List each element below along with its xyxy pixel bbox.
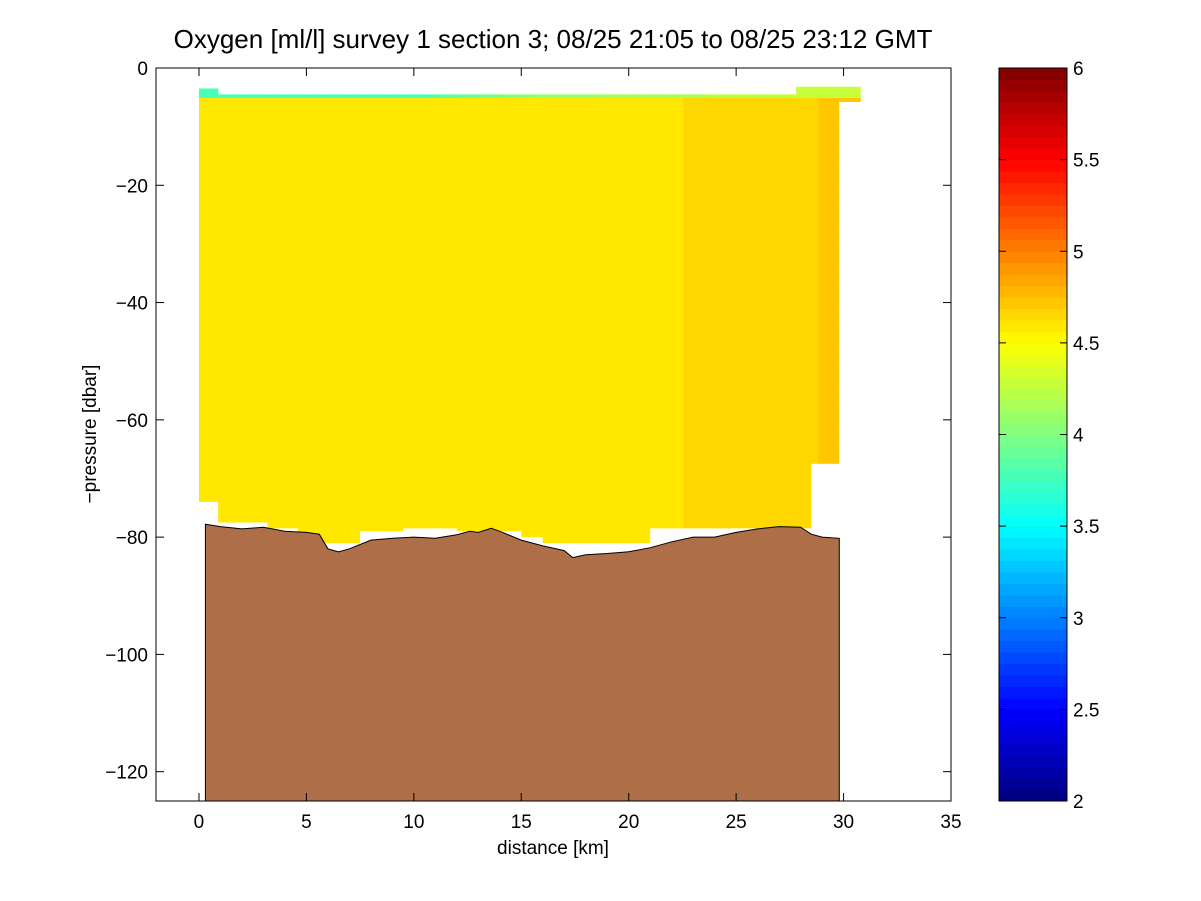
y-tick-label: 0 [137,59,148,80]
colorbar-band [999,193,1067,206]
colorbar-band [999,640,1067,653]
colorbar-band [999,743,1067,756]
colorbar-band [999,354,1067,367]
colorbar-tick-label: 5 [1073,242,1084,263]
colorbar-band [999,342,1067,355]
colorbar: 2 2.5 3 3.5 4 4.5 5 5.5 6 [998,59,1099,813]
colorbar-band [999,526,1067,539]
colorbar-band [999,514,1067,527]
colorbar-band [999,652,1067,665]
colorbar-band [999,68,1067,80]
colorbar-tick-label: 2.5 [1073,700,1099,721]
colorbar-band [999,274,1067,287]
colorbar-band [999,400,1067,413]
colorbar-band [999,606,1067,619]
colorbar-band [999,205,1067,218]
x-tick-label: 30 [833,812,854,833]
colorbar-band [999,480,1067,493]
colorbar-band [999,709,1067,722]
colorbar-band [999,686,1067,699]
colorbar-band [999,113,1067,126]
colorbar-band [999,171,1067,184]
x-tick-label: 35 [940,812,961,833]
colorbar-band [999,560,1067,573]
colorbar-band [999,663,1067,676]
colorbar-band [999,537,1067,550]
colorbar-band [999,629,1067,642]
colorbar-tick-label: 4 [1073,426,1084,447]
colorbar-band [999,182,1067,195]
colorbar-tick-label: 2 [1073,792,1084,813]
colorbar-band [999,549,1067,561]
colorbar-band [999,766,1067,779]
colorbar-band [999,617,1067,630]
y-tick-label: −60 [116,411,148,432]
x-tick-label: 25 [726,812,747,833]
x-axis: 0 5 10 15 20 25 30 35 [194,68,962,833]
colorbar-band [999,491,1067,504]
y-tick-label: −20 [116,176,148,197]
y-axis: 0 −20 −40 −60 −80 −100 −120 [105,59,951,784]
colorbar-band [999,136,1067,149]
colorbar-band [999,720,1067,733]
colorbar-band [999,755,1067,768]
colorbar-band [999,297,1067,310]
colorbar-tick-label: 3.5 [1073,517,1099,538]
y-tick-label: −40 [116,294,148,315]
colorbar-band [999,319,1067,332]
colorbar-band [999,90,1067,103]
colorbar-tick-label: 3 [1073,609,1084,630]
sea-floor [204,523,840,801]
x-axis-label: distance [km] [497,838,609,859]
x-tick-label: 15 [511,812,532,833]
colorbar-band [999,468,1067,481]
colorbar-band [999,159,1067,172]
colorbar-band [999,331,1067,344]
colorbar-band [999,583,1067,596]
colorbar-band [999,697,1067,710]
colorbar-band [999,377,1067,390]
colorbar-band [999,388,1067,401]
colorbar-band [999,434,1067,447]
colorbar-band [999,571,1067,584]
x-tick-label: 0 [194,812,205,833]
colorbar-band [999,423,1067,435]
colorbar-tick-label: 6 [1073,59,1084,80]
x-tick-label: 10 [403,812,424,833]
colorbar-band [999,251,1067,264]
colorbar-band [999,789,1067,802]
colorbar-band [999,365,1067,378]
colorbar-band [999,228,1067,241]
colorbar-band [999,148,1067,161]
colorbar-band [999,503,1067,516]
plot-frame [155,67,952,802]
y-tick-label: −80 [116,528,148,549]
colorbar-band [999,411,1067,424]
y-tick-label: −120 [105,763,148,784]
colorbar-band [999,445,1067,458]
colorbar-band [999,239,1067,252]
colorbar-band [999,216,1067,229]
colorbar-tick-label: 4.5 [1073,334,1099,355]
colorbar-band [999,457,1067,470]
colorbar-band [999,79,1067,92]
x-tick-label: 5 [301,812,312,833]
colorbar-band [999,594,1067,607]
colorbar-band [999,778,1067,791]
x-tick-label: 20 [618,812,639,833]
colorbar-band [999,675,1067,687]
chart-title: Oxygen [ml/l] survey 1 section 3; 08/25 … [174,24,933,54]
colorbar-tick-label: 5.5 [1073,151,1099,172]
colorbar-band [999,732,1067,745]
colorbar-band [999,285,1067,298]
colorbar-band [999,308,1067,321]
colorbar-band [999,262,1067,275]
colorbar-band [999,125,1067,138]
plot-area: 0 5 10 15 20 25 30 35 0 −20 −40 −60 −80 −100 −120 [105,59,961,833]
y-tick-label: −100 [105,645,148,666]
colorbar-band [999,102,1067,115]
oxygen-field [199,86,861,544]
y-axis-label: −pressure [dbar] [80,365,101,504]
